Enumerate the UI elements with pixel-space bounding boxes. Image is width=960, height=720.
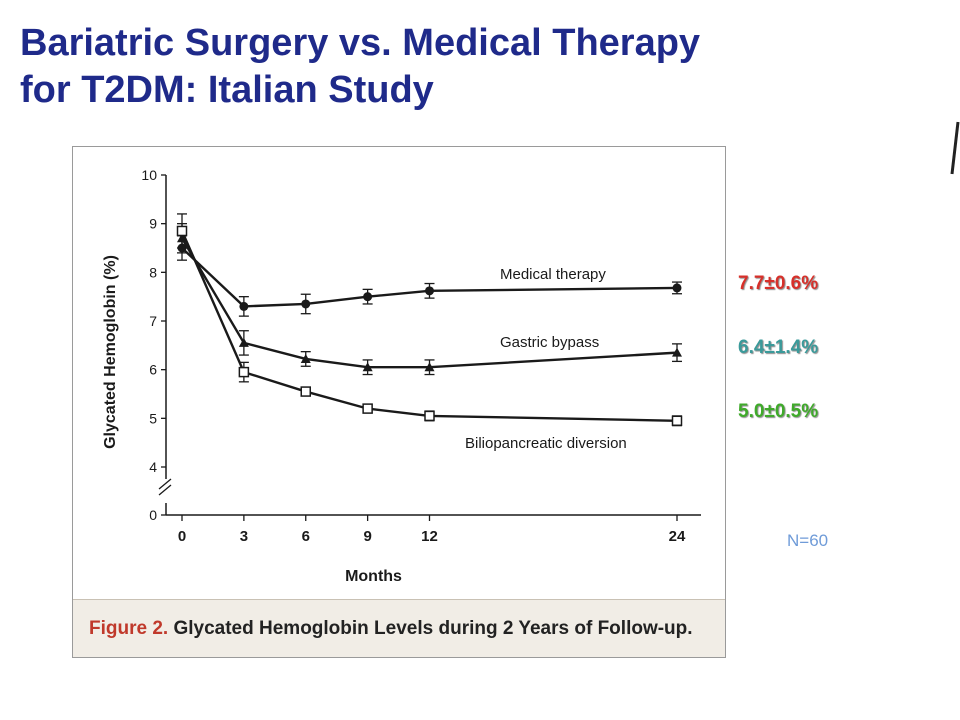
series-gastric-bypass-point	[672, 347, 682, 357]
y-tick-label: 4	[149, 459, 157, 475]
slide-title-line2: for T2DM: Italian Study	[20, 69, 434, 111]
result-biliopancreatic-diversion: 5.0±0.5%	[738, 401, 819, 422]
result-gastric-bypass: 6.4±1.4%	[738, 337, 819, 358]
series-medical-therapy-line	[181, 247, 678, 308]
axis-break-mark	[158, 484, 172, 496]
y-tick-label: 10	[141, 167, 157, 183]
x-tick-label: 12	[421, 528, 438, 545]
series-gastric-bypass-point	[238, 337, 249, 347]
result-medical-therapy: 7.7±0.6%	[738, 273, 819, 294]
series-medical-therapy-label: Medical therapy	[500, 266, 606, 283]
series-gastric-bypass-point	[424, 362, 435, 372]
y-tick-label: 7	[149, 313, 157, 329]
series-biliopancreatic-diversion-point	[671, 415, 683, 427]
series-biliopancreatic-diversion-label: Biliopancreatic diversion	[465, 435, 627, 452]
series-gastric-bypass-point	[362, 362, 373, 372]
series-gastric-bypass-point	[300, 353, 311, 363]
x-tick-label: 24	[669, 528, 686, 545]
y-tick-label: 6	[149, 362, 157, 378]
series-biliopancreatic-diversion-point	[424, 410, 435, 422]
x-tick-label: 0	[178, 528, 186, 545]
figure-caption-label: Figure 2.	[89, 618, 169, 639]
x-tick-label: 6	[302, 528, 310, 545]
slide-title-line1: Bariatric Surgery vs. Medical Therapy	[20, 22, 701, 64]
series-biliopancreatic-diversion-point	[238, 366, 250, 378]
figure-caption: Figure 2. Glycated Hemoglobin Levels dur…	[89, 618, 693, 640]
x-tick-label: 9	[363, 528, 371, 545]
figure-caption-bar: Figure 2. Glycated Hemoglobin Levels dur…	[73, 599, 725, 657]
y-tick-label: 9	[149, 216, 157, 232]
series-biliopancreatic-diversion-point	[362, 403, 373, 414]
series-medical-therapy-point	[425, 286, 434, 296]
slide-title: Bariatric Surgery vs. Medical Therapy fo…	[20, 20, 700, 114]
figure-panel: 0 4 5 6 7 8 9 10 0 3 6 9 12 24 Months Glycated Hemoglob…	[72, 146, 726, 658]
series-medical-therapy-point	[301, 299, 311, 309]
series-biliopancreatic-diversion-line	[180, 230, 678, 422]
series-gastric-bypass-line	[180, 237, 678, 369]
slash-decoration	[950, 121, 960, 175]
x-tick-label: 3	[240, 528, 248, 545]
y-tick-label: 5	[149, 410, 157, 426]
x-axis-title: Months	[345, 568, 402, 585]
axis-break-mark	[158, 478, 172, 490]
y-axis-title: Glycated Hemoglobin (%)	[102, 255, 119, 449]
series-medical-therapy-point	[239, 301, 249, 311]
y-tick-label: 8	[149, 264, 157, 280]
figure-caption-text: Glycated Hemoglobin Levels during 2 Year…	[173, 618, 693, 639]
hba1c-line-chart: 0 4 5 6 7 8 9 10 0 3 6 9 12 24 Months Glycated Hemoglob…	[102, 167, 701, 585]
sample-size-label: N=60	[787, 531, 829, 550]
series-medical-therapy-point	[363, 292, 373, 302]
y-tick-label: 0	[149, 507, 157, 523]
series-medical-therapy-point	[672, 283, 682, 293]
series-biliopancreatic-diversion-point	[300, 386, 311, 397]
series-biliopancreatic-diversion-point	[176, 225, 188, 237]
series-gastric-bypass-label: Gastric bypass	[500, 334, 599, 351]
